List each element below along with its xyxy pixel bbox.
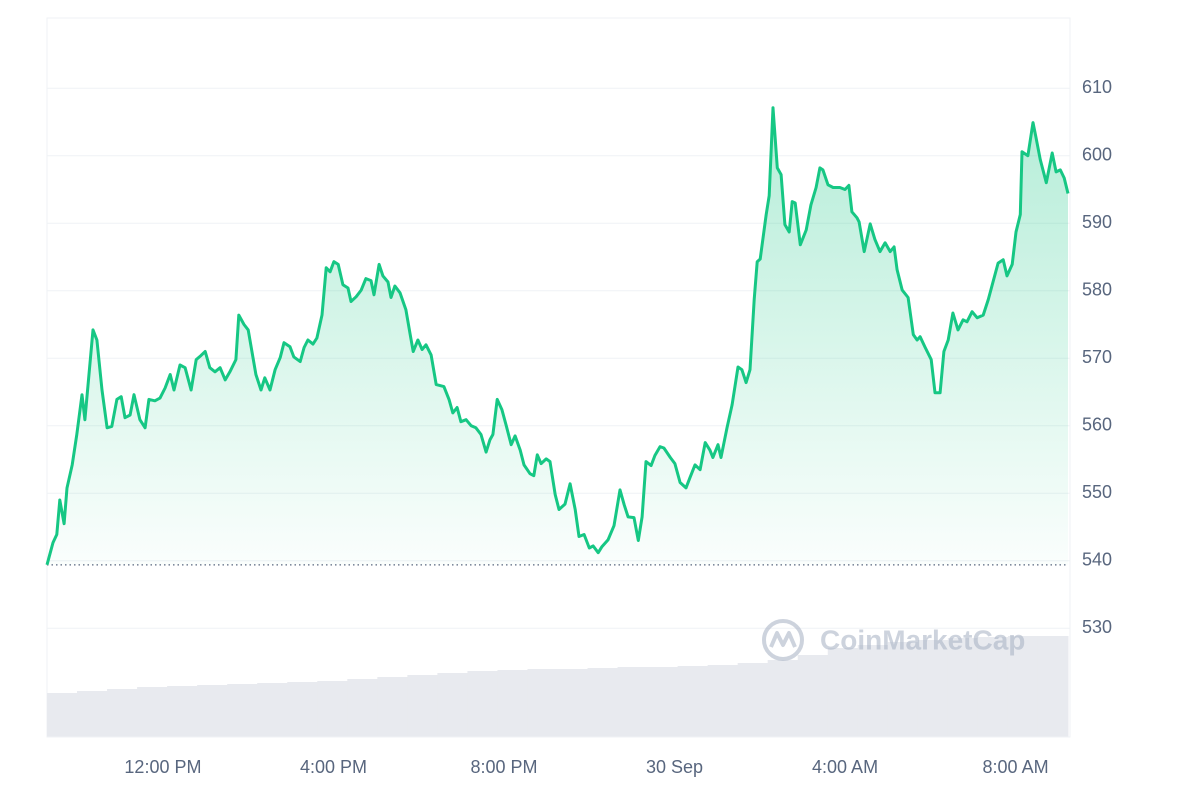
volume-bar (47, 693, 78, 737)
volume-bar (257, 683, 288, 737)
volume-bar (107, 689, 138, 737)
volume-bar (857, 645, 889, 737)
volume-bar (617, 667, 649, 737)
volume-layer (47, 636, 1069, 737)
x-tick-label: 4:00 AM (812, 757, 878, 777)
volume-bar (287, 682, 318, 737)
watermark-logo-mark (769, 631, 797, 648)
volume-bar (317, 681, 348, 737)
volume-bar (677, 666, 709, 737)
volume-bar (437, 673, 468, 737)
x-tick-label: 8:00 AM (983, 757, 1049, 777)
volume-bar (797, 655, 829, 737)
y-tick-label: 550 (1082, 482, 1112, 502)
volume-bar (977, 637, 1009, 737)
volume-bar (527, 669, 558, 737)
volume-bar (77, 691, 108, 737)
volume-bar (827, 648, 859, 737)
x-tick-label: 8:00 PM (470, 757, 537, 777)
y-tick-label: 600 (1082, 144, 1112, 164)
volume-bar (197, 685, 228, 737)
watermark-logo (762, 619, 804, 661)
price-line (45, 106, 1070, 566)
volume-bar (497, 670, 528, 737)
volume-bar (887, 642, 919, 737)
volume-bar (377, 677, 408, 737)
volume-bar (707, 665, 739, 737)
volume-bar (137, 687, 168, 737)
watermark-text: CoinMarketCap (820, 624, 1025, 655)
y-tick-label: 580 (1082, 279, 1112, 299)
volume-bar (167, 686, 198, 737)
y-tick-label: 590 (1082, 212, 1112, 232)
y-tick-label: 540 (1082, 550, 1112, 570)
volume-bar (1037, 636, 1069, 737)
volume-bar (737, 663, 769, 737)
y-tick-label: 560 (1082, 415, 1112, 435)
volume-bar (1007, 636, 1039, 737)
volume-bar (947, 638, 979, 737)
x-tick-label: 4:00 PM (300, 757, 367, 777)
volume-bar (347, 679, 378, 737)
volume-bar (227, 684, 258, 737)
y-tick-label: 530 (1082, 617, 1112, 637)
volume-bar (767, 660, 799, 737)
x-tick-label: 30 Sep (646, 757, 703, 777)
marks-layer (45, 106, 1070, 566)
price-area (47, 107, 1068, 565)
watermark: CoinMarketCap (762, 619, 1025, 661)
volume-bar (557, 669, 589, 737)
labels-layer: 530 540 550 560 570 580 590 600 610 12:00 PM 4:00 … (124, 77, 1112, 777)
volume-bar (407, 675, 438, 737)
volume-bar (587, 668, 619, 737)
volume-bar (917, 640, 949, 737)
volume-bar (647, 667, 679, 737)
y-tick-label: 570 (1082, 347, 1112, 367)
y-tick-label: 610 (1082, 77, 1112, 97)
x-tick-label: 12:00 PM (124, 757, 201, 777)
volume-bar (467, 671, 498, 737)
